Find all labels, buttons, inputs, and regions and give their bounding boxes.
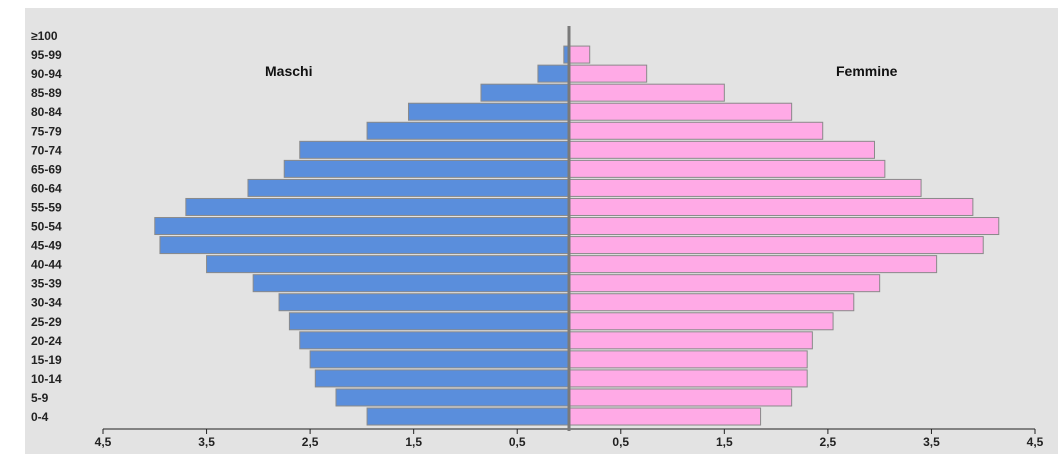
- x-tick-label: 1,5: [716, 435, 733, 449]
- age-group-label: 90-94: [31, 67, 62, 81]
- x-tick-label: 2,5: [302, 435, 319, 449]
- age-group-label: 40-44: [31, 258, 62, 272]
- bar-female: [568, 197, 974, 216]
- bar-male: [407, 102, 570, 121]
- x-tick-label: 1,5: [405, 435, 422, 449]
- bar-female: [568, 217, 1000, 236]
- age-group-label: 60-64: [31, 181, 62, 195]
- age-group-label: 0-4: [31, 410, 49, 424]
- age-group-label: 55-59: [31, 200, 62, 214]
- bar-male: [185, 197, 570, 216]
- age-group-label: 65-69: [31, 162, 62, 176]
- bar-male: [335, 388, 570, 407]
- age-group-label: 10-14: [31, 372, 62, 386]
- x-tick-label: 4,5: [1027, 435, 1044, 449]
- age-group-label: 15-19: [31, 353, 62, 367]
- bar-male: [252, 274, 570, 293]
- bar-female: [568, 293, 855, 312]
- bar-male: [537, 64, 570, 83]
- x-tick-label: 0,5: [509, 435, 526, 449]
- bar-male: [247, 178, 570, 197]
- age-group-label: 35-39: [31, 277, 62, 291]
- bar-male: [159, 236, 570, 255]
- age-group-label: 5-9: [31, 391, 49, 405]
- bar-female: [568, 121, 824, 140]
- bar-female: [568, 178, 922, 197]
- bar-female: [568, 312, 834, 331]
- age-group-label: 85-89: [31, 86, 62, 100]
- series-label-male: Maschi: [265, 63, 312, 79]
- bar-female: [568, 255, 938, 274]
- x-tick-label: 2,5: [820, 435, 837, 449]
- bar-female: [568, 388, 793, 407]
- age-group-label: 75-79: [31, 124, 62, 138]
- bar-female: [568, 159, 886, 178]
- bars-group: [154, 45, 1000, 426]
- bar-male: [299, 331, 570, 350]
- bar-male: [309, 350, 570, 369]
- bar-male: [154, 217, 570, 236]
- bar-male: [314, 369, 570, 388]
- bar-male: [206, 255, 570, 274]
- bar-female: [568, 236, 984, 255]
- bar-male: [283, 159, 570, 178]
- bar-male: [366, 121, 570, 140]
- x-tick-label: 4,5: [95, 435, 112, 449]
- bar-male: [480, 83, 570, 102]
- bar-female: [568, 83, 725, 102]
- series-label-female: Femmine: [836, 63, 898, 79]
- bar-male: [366, 407, 570, 426]
- bar-female: [568, 350, 808, 369]
- bar-male: [278, 293, 570, 312]
- age-group-label: 25-29: [31, 315, 62, 329]
- bar-female: [568, 140, 875, 159]
- age-group-label: 45-49: [31, 239, 62, 253]
- bar-female: [568, 407, 762, 426]
- x-axis: 4,5 3,5 2,5 1,5 0,5 0,5 1,5 2,5 3,5 4,5: [95, 428, 1044, 449]
- age-group-label: 20-24: [31, 334, 62, 348]
- age-group-label: ≥100: [31, 29, 58, 43]
- x-tick-label: 0,5: [612, 435, 629, 449]
- bar-female: [568, 102, 793, 121]
- bar-female: [568, 369, 808, 388]
- age-group-label: 30-34: [31, 296, 62, 310]
- age-group-label: 95-99: [31, 48, 62, 62]
- age-group-label: 80-84: [31, 105, 62, 119]
- bar-female: [568, 64, 648, 83]
- x-tick-label: 3,5: [923, 435, 940, 449]
- bar-female: [568, 331, 813, 350]
- age-labels-group: 0-4 5-9 10-14 15-19 20-24 25-29 30-34 35-39 40-4…: [31, 29, 62, 424]
- bar-male: [299, 140, 570, 159]
- bar-female: [568, 45, 591, 64]
- age-group-label: 50-54: [31, 220, 62, 234]
- bar-female: [568, 274, 881, 293]
- age-group-label: 70-74: [31, 143, 62, 157]
- x-tick-label: 3,5: [198, 435, 215, 449]
- bar-male: [288, 312, 570, 331]
